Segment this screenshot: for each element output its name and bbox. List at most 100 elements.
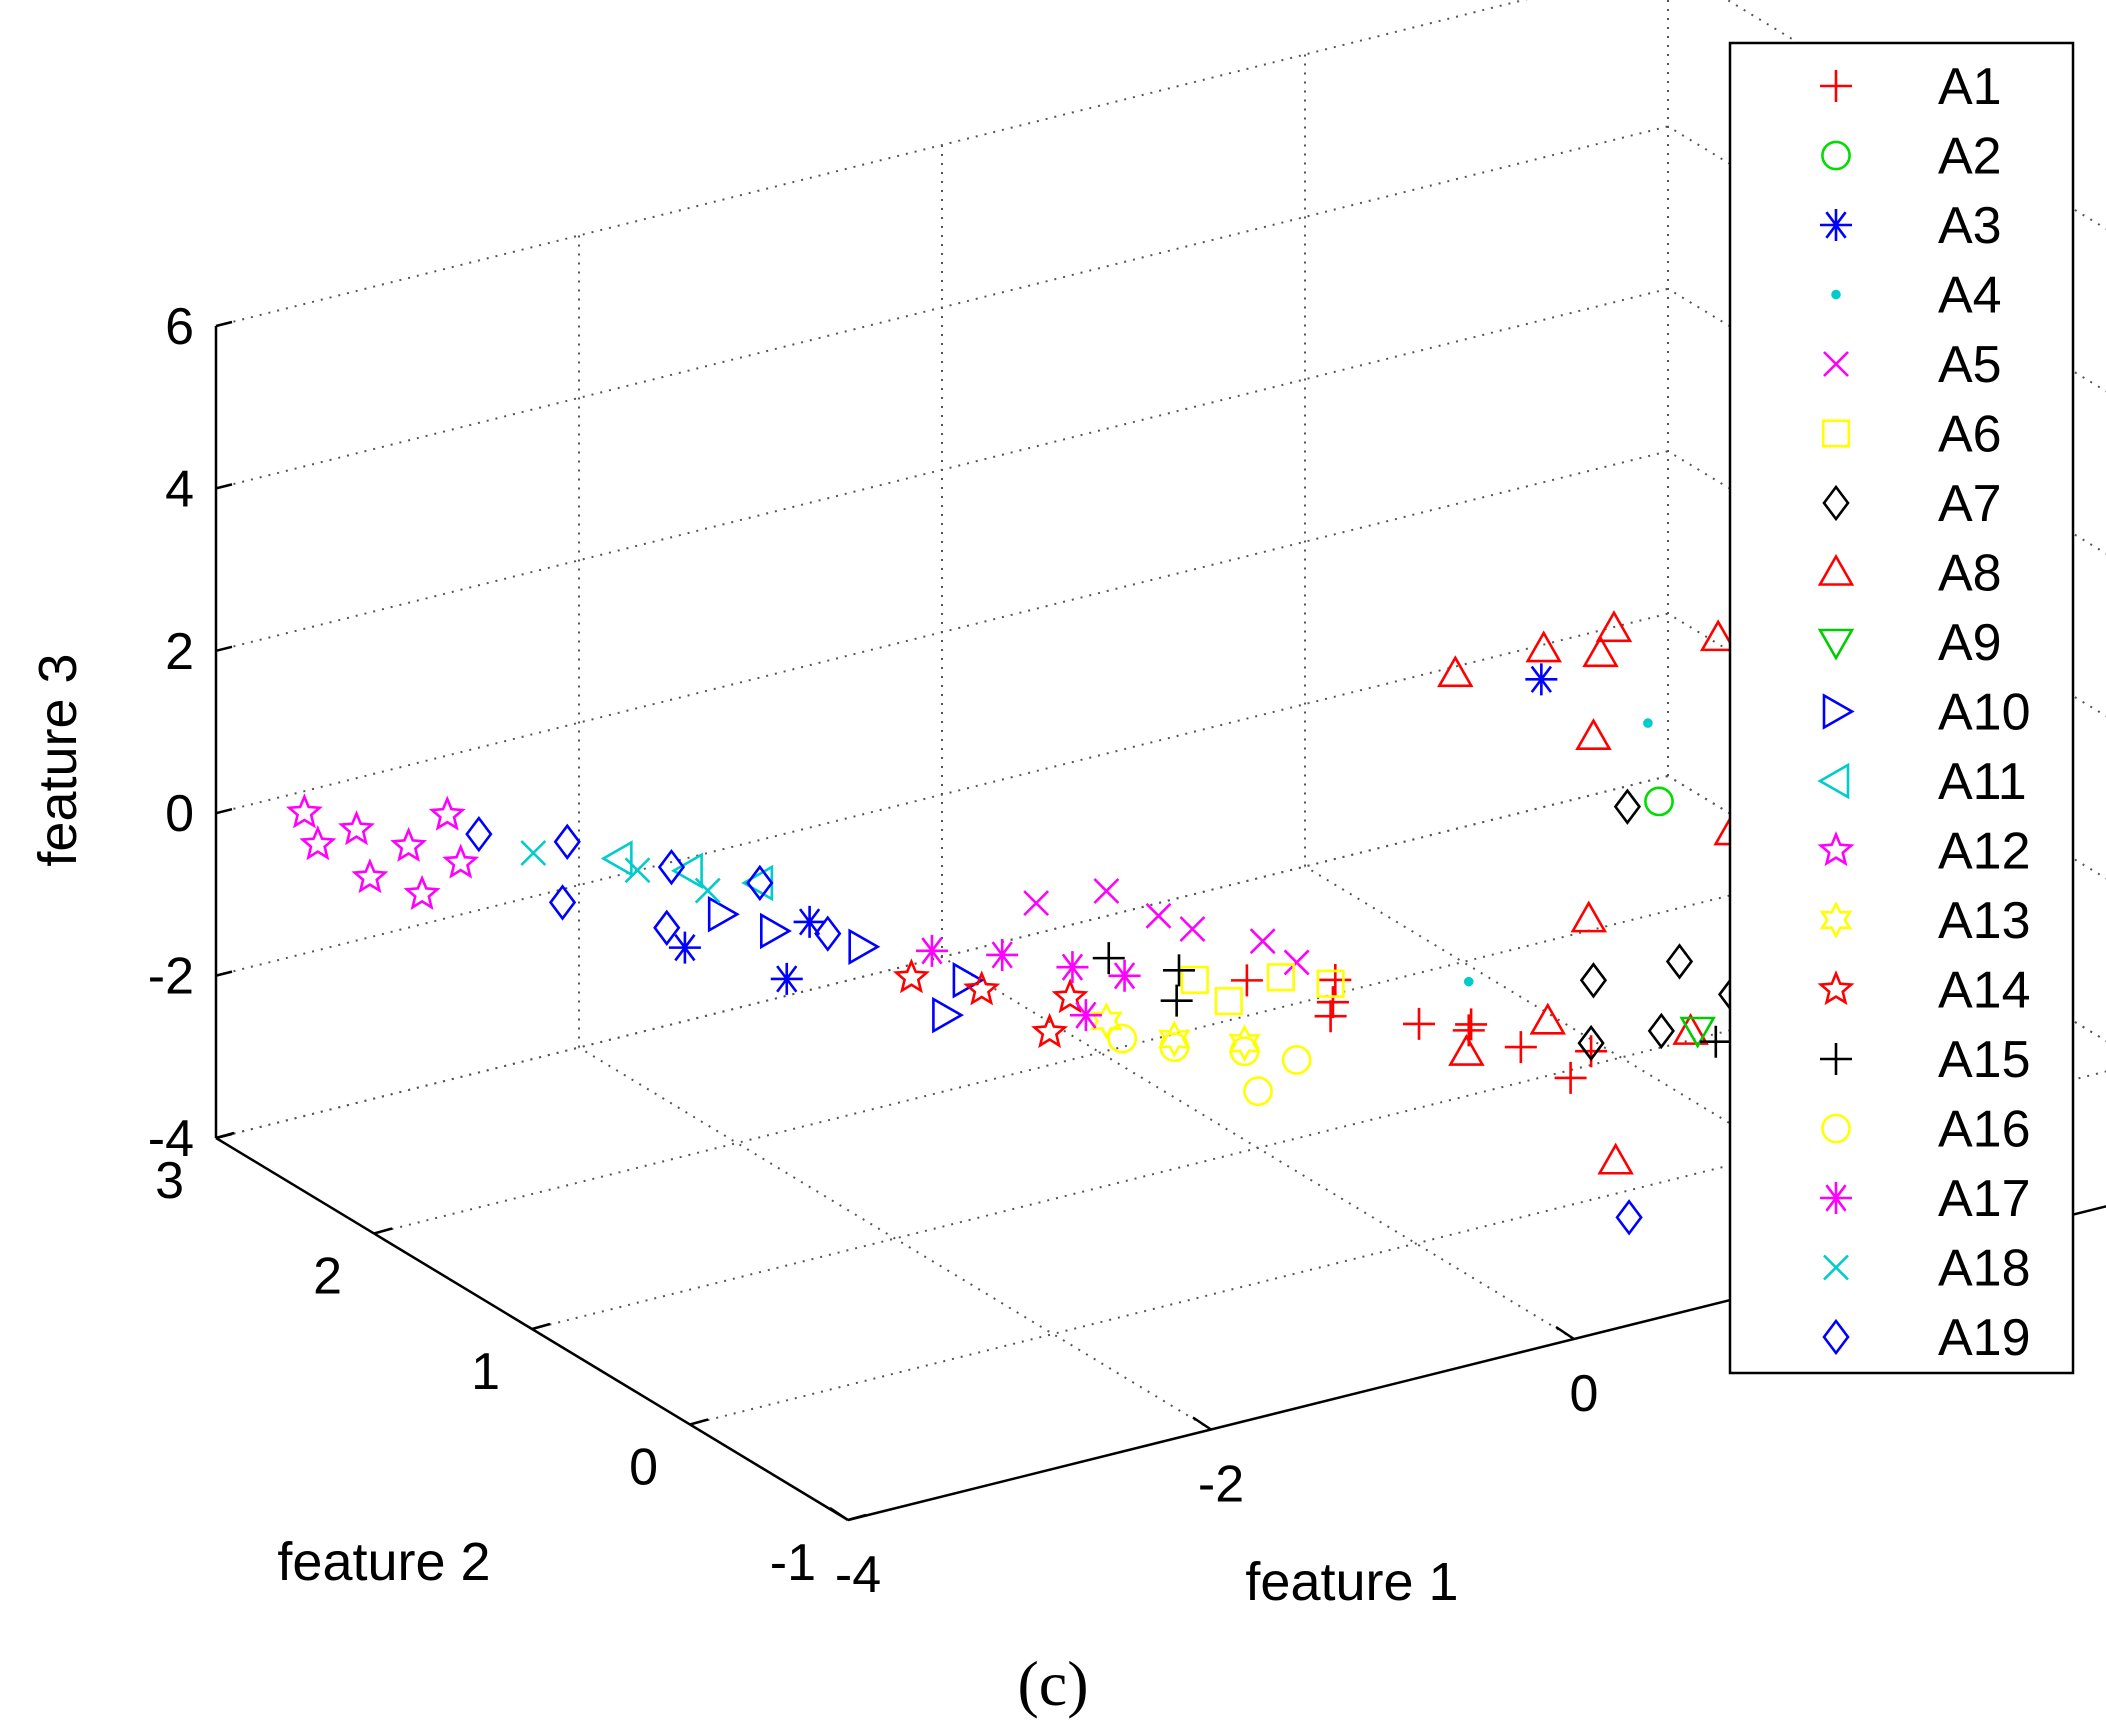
- legend-marker-A15: [1820, 1043, 1852, 1075]
- data-point: [299, 825, 337, 861]
- data-point: [1145, 902, 1172, 929]
- data-point: [520, 840, 547, 866]
- data-point: [1157, 1020, 1191, 1058]
- grid-line-back-z: [215, 612, 1669, 977]
- series-A18: [520, 840, 721, 904]
- legend-label-A1: A1: [1938, 58, 2002, 116]
- data-point: [1108, 959, 1141, 992]
- z-tick-label: 0: [165, 785, 194, 843]
- data-point: [1214, 987, 1243, 1016]
- data-point: [403, 874, 441, 910]
- data-point: [1093, 878, 1120, 904]
- legend-marker-A19: [1822, 1318, 1850, 1356]
- y-tick-mark: [531, 1322, 551, 1331]
- legend-marker-A18: [1823, 1254, 1849, 1281]
- legend-marker-A1: [1820, 70, 1852, 102]
- data-point: [1403, 1007, 1435, 1040]
- y-tick-label: -1: [770, 1534, 816, 1592]
- data-point: [1180, 965, 1209, 994]
- data-point: [1249, 928, 1276, 955]
- data-point: [1090, 1002, 1123, 1040]
- y-axis-label: feature 2: [277, 1532, 490, 1592]
- series-A17: [915, 934, 1141, 1032]
- series-A4: [1463, 718, 1653, 987]
- data-point: [670, 852, 703, 889]
- data-point: [932, 996, 965, 1034]
- legend-label-A14: A14: [1938, 962, 2031, 1020]
- x-tick-mark: [1192, 1416, 1212, 1431]
- z-tick-label: -2: [148, 948, 194, 1006]
- grid-line-floor-x: [578, 1046, 1212, 1431]
- data-point: [1160, 984, 1193, 1017]
- legend-marker-A17: [1820, 1182, 1852, 1214]
- legend-marker-A4: [1831, 289, 1841, 300]
- y-tick-label: 1: [471, 1343, 500, 1401]
- data-point: [653, 909, 681, 946]
- z-tick-mark: [215, 483, 233, 490]
- data-point: [1092, 942, 1125, 975]
- y-tick-mark: [215, 1131, 235, 1140]
- legend-label-A5: A5: [1938, 336, 2002, 394]
- data-point: [1316, 969, 1345, 998]
- y-tick-mark: [689, 1418, 709, 1426]
- legend-marker-A8: [1817, 553, 1855, 586]
- data-point: [1056, 951, 1089, 984]
- legend-marker-A12: [1817, 831, 1855, 867]
- data-point: [1644, 786, 1674, 817]
- data-point: [1179, 916, 1206, 942]
- data-point: [1525, 630, 1562, 663]
- data-point: [1319, 963, 1352, 996]
- data-point: [1230, 964, 1263, 997]
- legend-marker-A14: [1817, 970, 1855, 1006]
- data-point: [1448, 1033, 1485, 1066]
- data-point: [986, 938, 1019, 971]
- legend-label-A7: A7: [1938, 475, 2002, 533]
- z-tick-label: -4: [148, 1110, 194, 1168]
- data-point: [1665, 943, 1694, 980]
- grid-line-back-z: [215, 0, 1528, 327]
- legend-marker-A10: [1822, 693, 1855, 730]
- grid-line-back-z: [215, 287, 1669, 652]
- data-point: [442, 843, 480, 879]
- data-point: [390, 826, 428, 862]
- series-A10: [707, 895, 985, 1034]
- series-A13: [1090, 1002, 1261, 1062]
- legend-label-A17: A17: [1938, 1170, 2031, 1228]
- legend-label-A6: A6: [1938, 406, 2002, 464]
- legend-label-A4: A4: [1938, 267, 2002, 325]
- z-tick-label: 4: [165, 460, 194, 518]
- data-point: [1643, 718, 1653, 728]
- x-tick-mark: [1555, 1325, 1575, 1341]
- data-point: [1163, 954, 1195, 987]
- data-point: [1570, 900, 1607, 933]
- data-point: [1699, 1025, 1732, 1058]
- data-point: [428, 795, 466, 831]
- data-point: [657, 848, 686, 886]
- series-A14: [892, 958, 1089, 1049]
- legend-label-A10: A10: [1938, 684, 2031, 742]
- data-point: [1554, 1061, 1587, 1094]
- data-point: [760, 912, 792, 950]
- x-tick-label: 0: [1570, 1365, 1599, 1423]
- grid-line-back-z: [215, 450, 1669, 815]
- data-point: [1597, 1142, 1634, 1175]
- data-point: [1031, 1012, 1069, 1049]
- data-point: [1613, 788, 1642, 825]
- data-point: [1266, 963, 1295, 992]
- data-point: [1595, 610, 1633, 643]
- data-point: [1314, 1000, 1347, 1033]
- x-axis-label: feature 1: [1245, 1552, 1458, 1612]
- legend-label-A15: A15: [1938, 1031, 2031, 1089]
- data-point: [1575, 1035, 1608, 1068]
- legend-label-A18: A18: [1938, 1240, 2031, 1298]
- legend-marker-A3: [1820, 209, 1852, 241]
- z-tick-mark: [215, 320, 233, 328]
- legend-marker-A16: [1821, 1113, 1851, 1144]
- data-point: [1281, 1045, 1312, 1075]
- data-point: [338, 810, 375, 846]
- series-A12: [285, 793, 480, 910]
- y-tick-mark: [373, 1227, 393, 1235]
- data-point: [848, 928, 881, 966]
- grid-line-floor-y: [689, 1070, 2106, 1426]
- data-point: [1023, 890, 1050, 917]
